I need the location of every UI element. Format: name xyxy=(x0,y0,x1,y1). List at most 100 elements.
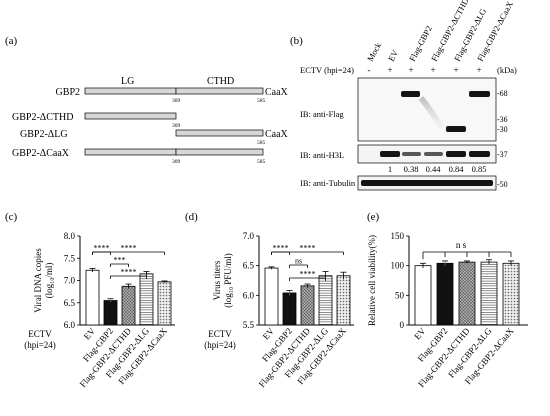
bar xyxy=(458,261,476,326)
blot-label-flag: IB: anti-Flag xyxy=(300,109,344,119)
y-tick-label: 0 xyxy=(400,320,405,330)
significance-label: ns xyxy=(295,257,302,266)
kda-marker: -50 xyxy=(497,180,508,189)
y-tick-label: 5.5 xyxy=(243,320,255,330)
significance-label: **** xyxy=(300,244,316,253)
significance-label: *** xyxy=(114,256,126,265)
kda-marker: -36 xyxy=(497,115,508,124)
residue-mark: 309 xyxy=(172,123,181,129)
significance-label: **** xyxy=(94,244,110,253)
y-axis-label: Virus titers xyxy=(212,260,222,300)
lane-label: Mock xyxy=(365,40,383,63)
kda-marker: -37 xyxy=(497,150,508,159)
band-h3l xyxy=(424,152,443,156)
y-tick-label: 6.0 xyxy=(64,320,76,330)
y-axis-label-units: (log₁₀ PFU/ml) xyxy=(223,253,233,308)
y-axis-label: Relative cell viability(%) xyxy=(367,235,377,326)
band-h3l xyxy=(469,151,490,157)
bar xyxy=(85,269,100,326)
band-dlg-flag xyxy=(446,126,466,132)
y-tick-label: 6.5 xyxy=(64,298,76,308)
band-h3l xyxy=(380,151,400,157)
domain-label-cthd: CTHD xyxy=(207,76,234,87)
significance-label: **** xyxy=(300,270,316,279)
y-tick-label: 7.0 xyxy=(64,276,76,286)
bar xyxy=(436,262,454,326)
residue-mark: 309 xyxy=(172,98,181,104)
bar xyxy=(157,281,172,326)
ectv-status: + xyxy=(387,65,392,75)
y-tick-label: 150 xyxy=(391,231,405,241)
panel-c-bar-chart: 6.0 6.5 7.0 7.5 8.0 Viral DNA copies (log₁₀/ml… xyxy=(24,231,175,389)
lane-label: EV xyxy=(386,47,401,62)
bar xyxy=(139,273,154,326)
ectv-status: - xyxy=(368,65,371,75)
kda-marker: -68 xyxy=(497,89,508,98)
blot-label-h3l: IB: anti-H3L xyxy=(300,150,344,160)
x-caption-hpi: (hpi=24) xyxy=(24,340,56,350)
lg-domain-bar xyxy=(84,112,177,120)
residue-mark: 585 xyxy=(257,159,266,165)
h3l-ratio: 0.85 xyxy=(472,164,487,174)
smear-dcthd xyxy=(418,96,445,130)
bar xyxy=(336,275,351,326)
bar xyxy=(300,285,315,326)
cthd-domain-bar xyxy=(175,148,264,156)
bar xyxy=(480,261,498,326)
kda-label: (kDa) xyxy=(497,65,517,75)
lg-domain-bar xyxy=(84,87,177,95)
panel-b-western-blot: Mock EV Flag-GBP2 Flag-GBP2-ΔCTHD Flag-G… xyxy=(300,0,517,191)
panel-label-d: (d) xyxy=(185,211,198,223)
residue-mark: 585 xyxy=(257,140,266,146)
domain-label-lg: LG xyxy=(121,76,134,87)
bar xyxy=(318,275,333,326)
y-tick-label: 7.0 xyxy=(243,231,255,241)
y-tick-label: 50 xyxy=(395,290,405,300)
construct-name: GBP2 xyxy=(56,87,80,98)
band-h3l xyxy=(446,151,466,157)
y-tick-label: 8.0 xyxy=(64,231,76,241)
band-gbp2-flag xyxy=(401,91,420,97)
bar xyxy=(414,265,432,326)
ectv-status: + xyxy=(453,65,458,75)
residue-mark: 309 xyxy=(172,159,181,165)
x-caption: ECTV xyxy=(208,329,232,339)
y-tick-label: 100 xyxy=(391,261,405,271)
ectv-label: ECTV (hpi=24) xyxy=(300,65,354,75)
kda-marker: -30 xyxy=(497,125,508,134)
bar xyxy=(282,292,297,326)
h3l-ratio: 0.44 xyxy=(426,164,442,174)
construct-name: GBP2-ΔCaaX xyxy=(12,148,70,159)
blot-label-tubulin: IB: anti-Tubulin xyxy=(300,178,356,188)
significance-label: **** xyxy=(121,268,137,277)
panel-label-b: (b) xyxy=(290,35,303,47)
significance-label: n s xyxy=(456,240,467,250)
panel-label-e: (e) xyxy=(367,211,380,223)
construct-name: GBP2-ΔCTHD xyxy=(12,112,73,123)
ectv-status: + xyxy=(430,65,435,75)
band-h3l xyxy=(402,152,421,156)
significance-label: **** xyxy=(121,244,137,253)
construct-tail: CaaX xyxy=(265,87,289,98)
bar xyxy=(103,300,118,326)
y-tick-label: 6.0 xyxy=(243,290,255,300)
ectv-status: + xyxy=(408,65,413,75)
lg-domain-bar xyxy=(84,148,177,156)
residue-mark: 585 xyxy=(257,98,266,104)
panel-a-domain-diagram: LG CTHD GBP2 CaaX 309 585 GBP2-ΔCTHD 309… xyxy=(12,76,289,165)
construct-tail: CaaX xyxy=(265,129,289,140)
bar xyxy=(121,285,136,326)
h3l-ratio: 0.38 xyxy=(404,164,419,174)
y-tick-label: 7.5 xyxy=(64,253,76,263)
ectv-status: + xyxy=(476,65,481,75)
y-axis-label: Viral DNA copies xyxy=(33,248,43,313)
bar xyxy=(502,262,520,326)
band-tubulin xyxy=(361,180,493,186)
y-axis-label-units: (log₁₀/ml) xyxy=(44,263,54,299)
cthd-domain-bar xyxy=(175,87,264,95)
panel-label-c: (c) xyxy=(5,211,18,223)
cthd-domain-bar xyxy=(175,129,264,137)
